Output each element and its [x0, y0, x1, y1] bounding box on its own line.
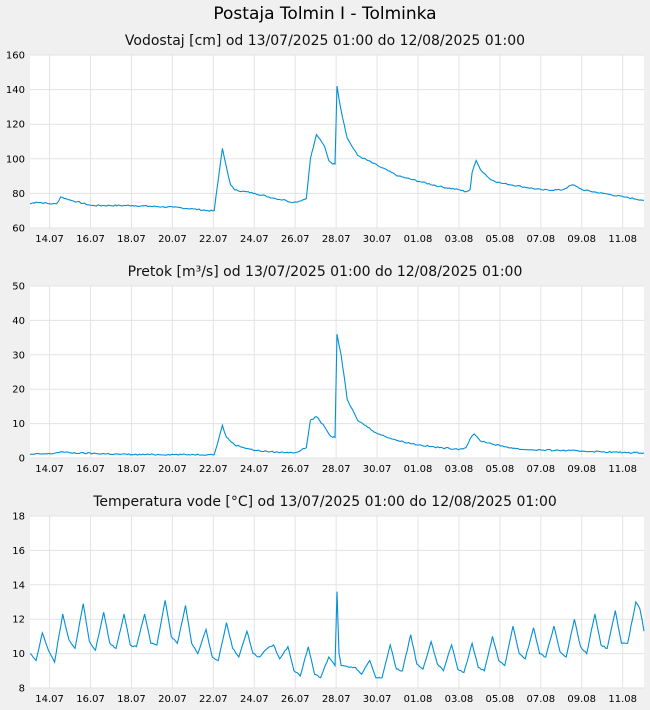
- x-tick-label: 14.07: [35, 464, 64, 475]
- y-tick-label: 10: [12, 649, 25, 660]
- chart-panel-1: Pretok [m³/s] od 13/07/2025 01:00 do 12/…: [12, 264, 645, 475]
- x-tick-label: 05.08: [486, 234, 515, 245]
- x-tick-label: 22.07: [199, 694, 228, 705]
- series-line-0: [29, 591, 645, 679]
- x-tick-label: 03.08: [445, 234, 474, 245]
- x-tick-label: 28.07: [322, 464, 351, 475]
- x-tick-label: 03.08: [445, 694, 474, 705]
- series-line-0: [29, 86, 645, 212]
- y-tick-label: 60: [12, 224, 25, 235]
- x-tick-label: 09.08: [567, 464, 596, 475]
- x-tick-label: 18.07: [117, 234, 146, 245]
- x-tick-label: 28.07: [322, 234, 351, 245]
- x-tick-label: 01.08: [404, 694, 433, 705]
- chart-panel-0: Vodostaj [cm] od 13/07/2025 01:00 do 12/…: [6, 33, 645, 245]
- y-tick-label: 10: [12, 419, 25, 430]
- x-tick-label: 07.08: [526, 694, 555, 705]
- x-tick-label: 22.07: [199, 464, 228, 475]
- x-tick-label: 26.07: [281, 464, 310, 475]
- y-tick-label: 18: [12, 512, 25, 523]
- x-tick-label: 09.08: [567, 694, 596, 705]
- x-tick-label: 14.07: [35, 694, 64, 705]
- x-tick-label: 05.08: [486, 464, 515, 475]
- x-tick-label: 22.07: [199, 234, 228, 245]
- x-tick-label: 18.07: [117, 694, 146, 705]
- y-tick-label: 0: [19, 454, 25, 465]
- x-tick-label: 14.07: [35, 234, 64, 245]
- x-tick-label: 11.08: [608, 694, 637, 705]
- chart-title: Pretok [m³/s] od 13/07/2025 01:00 do 12/…: [128, 264, 523, 280]
- x-tick-label: 03.08: [445, 464, 474, 475]
- x-tick-label: 01.08: [404, 464, 433, 475]
- x-tick-label: 20.07: [158, 234, 187, 245]
- x-tick-label: 05.08: [486, 694, 515, 705]
- y-tick-label: 120: [6, 120, 25, 131]
- x-tick-label: 11.08: [608, 464, 637, 475]
- series-line-0: [29, 334, 645, 456]
- y-tick-label: 50: [12, 282, 25, 293]
- x-tick-label: 20.07: [158, 464, 187, 475]
- chart-panel-2: Temperatura vode [°C] od 13/07/2025 01:0…: [12, 494, 645, 705]
- x-tick-label: 16.07: [76, 694, 105, 705]
- y-tick-label: 100: [6, 154, 25, 165]
- y-tick-label: 12: [12, 615, 25, 626]
- y-tick-label: 30: [12, 350, 25, 361]
- y-tick-label: 160: [6, 51, 25, 62]
- page-title: Postaja Tolmin I - Tolminka: [213, 4, 437, 24]
- x-tick-label: 24.07: [240, 464, 269, 475]
- x-tick-label: 30.07: [363, 464, 392, 475]
- y-tick-label: 40: [12, 316, 25, 327]
- x-tick-label: 30.07: [363, 234, 392, 245]
- x-tick-label: 26.07: [281, 234, 310, 245]
- chart-title: Temperatura vode [°C] od 13/07/2025 01:0…: [92, 494, 557, 510]
- x-tick-label: 26.07: [281, 694, 310, 705]
- chart-title: Vodostaj [cm] od 13/07/2025 01:00 do 12/…: [125, 33, 525, 49]
- y-tick-label: 20: [12, 385, 25, 396]
- x-tick-label: 07.08: [526, 234, 555, 245]
- x-tick-label: 11.08: [608, 234, 637, 245]
- x-tick-label: 18.07: [117, 464, 146, 475]
- x-tick-label: 20.07: [158, 694, 187, 705]
- x-tick-label: 28.07: [322, 694, 351, 705]
- x-tick-label: 01.08: [404, 234, 433, 245]
- x-tick-label: 09.08: [567, 234, 596, 245]
- plot-area: [30, 286, 644, 458]
- x-tick-label: 30.07: [363, 694, 392, 705]
- x-tick-label: 16.07: [76, 464, 105, 475]
- x-tick-label: 24.07: [240, 234, 269, 245]
- y-tick-label: 16: [12, 546, 25, 557]
- x-tick-label: 16.07: [76, 234, 105, 245]
- y-tick-label: 140: [6, 85, 25, 96]
- plot-area: [30, 55, 644, 228]
- y-tick-label: 14: [12, 580, 25, 591]
- y-tick-label: 8: [19, 684, 25, 695]
- x-tick-label: 07.08: [526, 464, 555, 475]
- y-tick-label: 80: [12, 189, 25, 200]
- x-tick-label: 24.07: [240, 694, 269, 705]
